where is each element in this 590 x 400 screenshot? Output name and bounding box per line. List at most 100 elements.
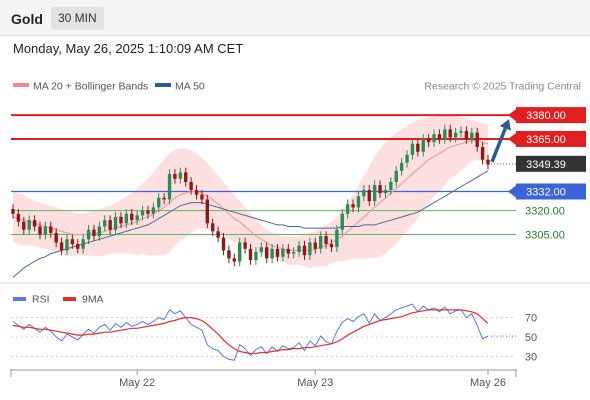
candle-body [43, 226, 48, 235]
rsi-ma-legend-swatch [63, 297, 76, 301]
candle [443, 124, 447, 144]
moving-average-layer [12, 140, 489, 278]
candle [205, 194, 210, 229]
price-tags-layer: 3380.00 3365.00 3349.39 3332.00 3320.00 3305.… [508, 107, 586, 241]
candle-body [11, 209, 15, 214]
candle-body [211, 223, 215, 232]
candle-body [351, 204, 355, 208]
candle [464, 126, 469, 144]
candle [254, 247, 258, 265]
x-tick-label: May 26 [470, 377, 506, 389]
candle [173, 169, 177, 184]
candle [238, 237, 242, 267]
candle [43, 221, 48, 240]
candle [318, 231, 323, 254]
candle [453, 127, 458, 143]
rsi-layer: 70 50 30 [11, 303, 537, 363]
candle [475, 127, 479, 152]
candle-body [367, 189, 371, 202]
candle-body [178, 172, 183, 179]
candle [162, 193, 166, 205]
candle [486, 154, 490, 170]
candle [335, 224, 339, 252]
candle-body [124, 213, 129, 224]
candle-body [470, 132, 474, 139]
candle-body [480, 146, 485, 160]
candle [480, 142, 485, 165]
candlestick-layer [11, 124, 490, 267]
candle-body [291, 251, 296, 254]
candle-body [475, 132, 479, 147]
candle [27, 215, 31, 235]
pivot-tag-pointer-3332-00 [508, 185, 516, 198]
candle-body [113, 216, 118, 230]
candle [281, 244, 285, 262]
candle [97, 221, 102, 241]
candle [308, 237, 312, 260]
candle-body [248, 248, 253, 260]
candle-body [189, 181, 193, 190]
x-axis-ticks: May 22 May 23 May 26 [119, 370, 506, 389]
candle-body [59, 242, 64, 251]
ma20-line [12, 140, 489, 251]
projection-arrow-shaft [490, 127, 507, 163]
timeframe-badge[interactable]: 30 MIN [51, 7, 104, 30]
candle-body [426, 138, 431, 143]
candle-body [459, 131, 463, 133]
candle-body [49, 226, 53, 233]
rsi-legend-swatch [13, 297, 26, 301]
rsi-line [12, 303, 489, 361]
candle [291, 247, 296, 259]
candle-body [329, 244, 334, 248]
candle [345, 199, 350, 219]
instrument-name: Gold [11, 11, 43, 27]
candle-body [383, 189, 388, 194]
candle [130, 209, 134, 225]
rsi-tick-30: 30 [525, 351, 537, 363]
candle-body [372, 185, 377, 202]
resistance-tag-3380-00 [516, 107, 586, 124]
candle-body [286, 248, 290, 254]
candle [232, 253, 237, 267]
candle [49, 221, 53, 238]
candle-body [335, 229, 339, 248]
candle-body [324, 236, 328, 245]
level-lines-layer [11, 114, 516, 235]
candle [151, 202, 156, 219]
candle-body [264, 247, 269, 259]
candle-body [135, 215, 139, 221]
rsi-tick-50: 50 [525, 332, 537, 344]
candle-body [297, 245, 301, 252]
candle-body [340, 213, 344, 230]
candle-body [254, 251, 258, 260]
candle [259, 242, 263, 257]
candle-body [103, 220, 107, 227]
candle [302, 240, 307, 260]
support-label-3320-00: 3320.00 [525, 206, 565, 218]
ma20-legend-swatch [13, 83, 29, 87]
candle [81, 234, 85, 254]
projection-arrow-head [499, 119, 511, 131]
candle [448, 124, 452, 143]
ma50-line [12, 170, 489, 278]
candle [86, 224, 91, 245]
candle [432, 129, 436, 147]
candle-body [200, 194, 204, 200]
candle [54, 228, 58, 248]
candle-body [270, 248, 274, 259]
current-price-tag [516, 155, 586, 172]
candle [216, 226, 220, 243]
candle [103, 215, 107, 232]
candle-body [76, 244, 80, 249]
candle-body [259, 247, 263, 252]
candle-body [92, 229, 96, 237]
candle [367, 185, 371, 206]
candle [32, 215, 37, 232]
candle [356, 191, 361, 213]
candle [426, 134, 431, 147]
ma50-legend-label: MA 50 [175, 81, 205, 93]
candle [324, 231, 328, 249]
candle-body [238, 242, 242, 262]
candle [362, 185, 366, 202]
candle [200, 189, 204, 205]
